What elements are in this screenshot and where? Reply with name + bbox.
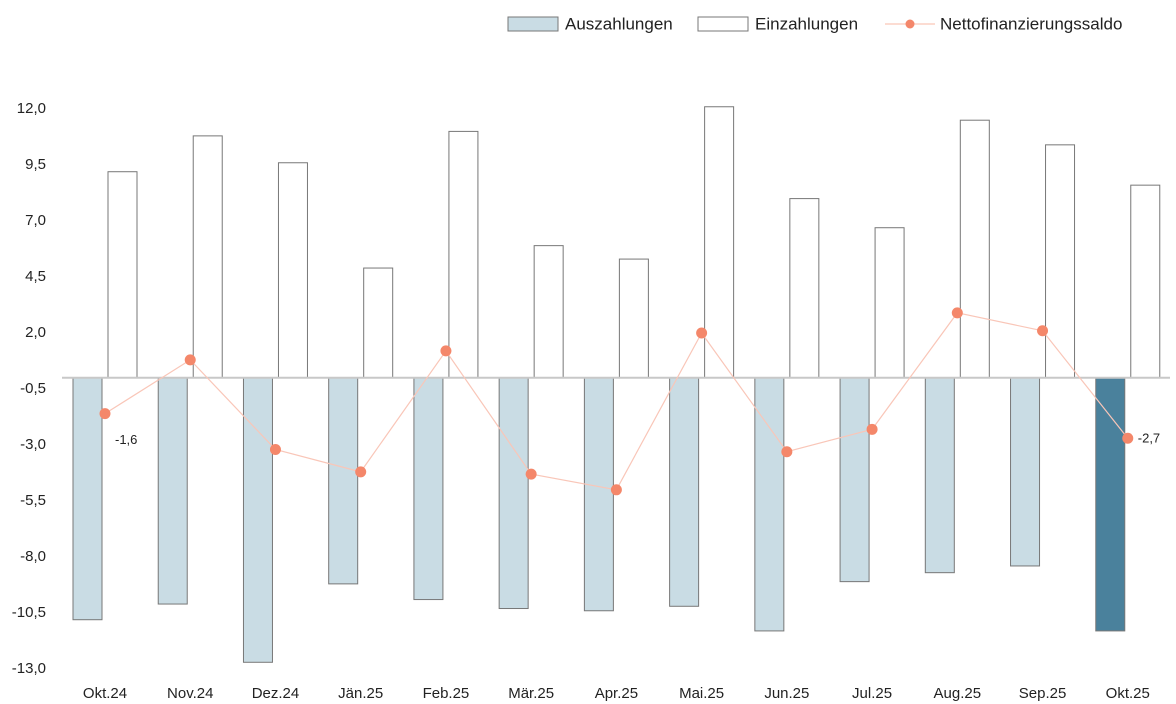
x-tick-label: Mär.25 [508, 685, 554, 702]
y-tick-label: 7,0 [25, 212, 46, 229]
y-tick-label: 9,5 [25, 156, 46, 173]
bar [1095, 377, 1126, 632]
bar [789, 198, 820, 379]
bar [1010, 377, 1041, 567]
bar [157, 377, 188, 605]
y-tick-label: -5,5 [20, 492, 46, 509]
x-tick-label: Mai.25 [679, 685, 724, 702]
data-label: -1,6 [115, 432, 137, 447]
y-tick-label: 2,0 [25, 324, 46, 341]
line-point [610, 484, 622, 496]
line-point [184, 354, 196, 366]
x-tick-label: Jun.25 [764, 685, 809, 702]
y-tick-label: 4,5 [25, 268, 46, 285]
bar [669, 377, 700, 607]
bar [448, 130, 479, 379]
bar [1045, 144, 1076, 379]
line-point [355, 466, 367, 478]
line-point [696, 327, 708, 339]
bar [107, 171, 138, 379]
legend-label: Nettofinanzierungssaldo [940, 14, 1122, 33]
bar [498, 377, 529, 610]
y-tick-label: 12,0 [17, 100, 46, 117]
line-point [866, 423, 878, 435]
line-point [951, 307, 963, 319]
x-tick-label: Okt.25 [1106, 685, 1150, 702]
bar [924, 377, 955, 574]
y-tick-label: -3,0 [20, 436, 46, 453]
legend-swatch [905, 19, 915, 29]
bar [533, 245, 564, 379]
bar [839, 377, 870, 583]
line-point [1037, 325, 1049, 337]
bar [413, 377, 444, 601]
bar [618, 258, 649, 379]
line-point [525, 468, 537, 480]
y-tick-label: -8,0 [20, 548, 46, 565]
bar [72, 377, 103, 621]
line-point [440, 345, 452, 357]
bar [363, 267, 394, 379]
bar [754, 377, 785, 632]
x-tick-label: Feb.25 [423, 685, 470, 702]
line-point [99, 408, 111, 420]
x-tick-label: Jul.25 [852, 685, 892, 702]
bar [583, 377, 614, 612]
bar [704, 106, 735, 379]
bar [874, 227, 905, 379]
bar [1130, 184, 1161, 379]
x-tick-label: Aug.25 [934, 685, 982, 702]
legend-label: Einzahlungen [755, 14, 858, 33]
bar [242, 377, 273, 663]
x-tick-label: Nov.24 [167, 685, 213, 702]
legend-label: Auszahlungen [565, 14, 673, 33]
x-tick-label: Dez.24 [252, 685, 300, 702]
x-tick-label: Jän.25 [338, 685, 383, 702]
x-tick-label: Sep.25 [1019, 685, 1067, 702]
y-tick-label: -10,5 [12, 604, 46, 621]
bar [277, 162, 308, 379]
bar [328, 377, 359, 585]
line-point [1122, 432, 1134, 444]
data-label: -2,7 [1138, 431, 1160, 446]
bar [959, 119, 990, 379]
line-point [269, 443, 281, 455]
line-point [781, 446, 793, 458]
bar [192, 135, 223, 379]
y-tick-label: -13,0 [12, 660, 46, 677]
legend-swatch [697, 16, 749, 32]
legend-swatch [507, 16, 559, 32]
x-tick-label: Okt.24 [83, 685, 127, 702]
y-tick-label: -0,5 [20, 380, 46, 397]
x-tick-label: Apr.25 [595, 685, 638, 702]
